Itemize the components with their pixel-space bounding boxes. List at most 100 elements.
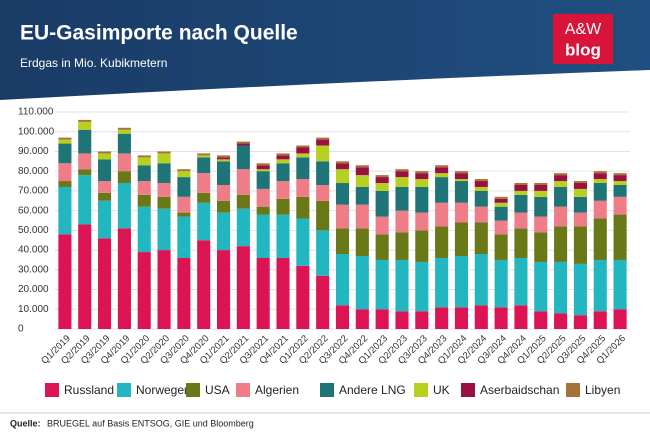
bar-segment [256, 188, 270, 207]
bar-segment [177, 216, 191, 258]
bar-segment [296, 179, 310, 197]
bar-segment [534, 232, 548, 262]
bar-segment [395, 259, 409, 312]
bar-segment [474, 181, 488, 187]
bar-segment [494, 234, 508, 260]
bar-segment [216, 200, 231, 213]
bar-segment [256, 214, 270, 258]
bar-segment [593, 173, 607, 180]
bar-segment [375, 177, 389, 184]
bar-segment [157, 153, 171, 164]
bar-segment [98, 159, 112, 182]
bar-segment [137, 165, 151, 182]
bar-segment [117, 183, 131, 229]
bar-segment [335, 305, 350, 329]
bar-segment [316, 184, 330, 201]
bar-segment [137, 181, 151, 195]
legend-swatch [45, 383, 59, 397]
bar-segment [375, 259, 389, 310]
bar-segment [395, 171, 409, 178]
bar-segment [415, 311, 429, 329]
legend-swatch [566, 383, 580, 397]
header-band [0, 0, 650, 100]
y-tick-label: 110.000 [18, 107, 54, 118]
bar-segment [316, 137, 330, 140]
bar-segment [613, 196, 627, 215]
bar-segment [573, 226, 587, 264]
bar-segment [355, 186, 369, 205]
bar-segment [454, 222, 469, 257]
bar-segment [494, 259, 508, 308]
legend-swatch [186, 383, 200, 397]
bar-segment [534, 216, 548, 233]
bar-segment [415, 171, 429, 174]
bar-segment [435, 173, 449, 178]
bar-segment [534, 190, 548, 197]
bar-segment [454, 202, 469, 223]
legend-label: Aserbaidschan [480, 383, 559, 397]
bar-segment [316, 200, 330, 231]
bar-segment [157, 196, 171, 209]
bar-segment [573, 188, 587, 197]
bar-segment [613, 181, 627, 185]
bar-segment [58, 186, 72, 235]
y-tick-label: 60.000 [18, 205, 49, 216]
bar-segment [613, 259, 627, 310]
bar-segment [474, 254, 488, 306]
bar-segment [514, 228, 528, 258]
bar-segment [216, 155, 231, 158]
bar-segment [157, 163, 171, 184]
bar-segment [216, 212, 231, 251]
bar-segment [276, 257, 290, 329]
bar-segment [534, 196, 548, 217]
bar-segment [554, 226, 568, 262]
bar-segment [216, 184, 231, 201]
bar-segment [613, 309, 627, 329]
y-tick-label: 100.000 [18, 126, 55, 137]
logo-box [553, 14, 613, 64]
y-tick-label: 40.000 [18, 245, 49, 256]
legend-label: Libyen [585, 383, 620, 397]
source-label: Quelle: [10, 418, 41, 428]
bar-segment [474, 222, 488, 255]
bar-segment [78, 175, 92, 225]
bar-segment [197, 202, 211, 241]
legend-swatch [117, 383, 131, 397]
bar-segment [58, 137, 72, 140]
bar-segment [435, 177, 449, 203]
y-tick-label: 50.000 [18, 225, 49, 236]
bar-segment [415, 261, 429, 312]
bar-segment [494, 220, 508, 235]
bar-segment [335, 254, 350, 306]
bar-segment [316, 139, 330, 146]
bar-segment [78, 153, 92, 170]
bar-segment [355, 167, 369, 176]
legend-label: Russland [64, 383, 114, 397]
bar-segment [58, 181, 72, 187]
bar-segment [395, 177, 409, 187]
bar-segment [276, 163, 290, 182]
bar-segment [296, 153, 310, 158]
bar-segment [197, 155, 211, 158]
bar-segment [454, 181, 469, 203]
legend-swatch [236, 383, 250, 397]
bar-segment [415, 230, 429, 262]
chart-title: EU-Gasimporte nach Quelle [20, 22, 298, 45]
bar-segment [375, 234, 389, 260]
bar-segment [593, 179, 607, 184]
y-tick-label: 70.000 [18, 186, 49, 197]
bar-segment [435, 165, 449, 168]
bar-segment [573, 183, 587, 189]
bar-segment [613, 175, 627, 182]
bar-segment [197, 240, 211, 329]
bar-segment [474, 186, 488, 191]
bar-segment [197, 157, 211, 174]
bar-segment [355, 228, 369, 257]
bar-segment [395, 311, 409, 329]
bar-segment [256, 165, 270, 170]
bar-segment [177, 171, 191, 178]
bar-segment [137, 194, 151, 207]
bar-segment [137, 157, 151, 166]
bar-segment [98, 192, 112, 201]
bar-segment [514, 212, 528, 229]
